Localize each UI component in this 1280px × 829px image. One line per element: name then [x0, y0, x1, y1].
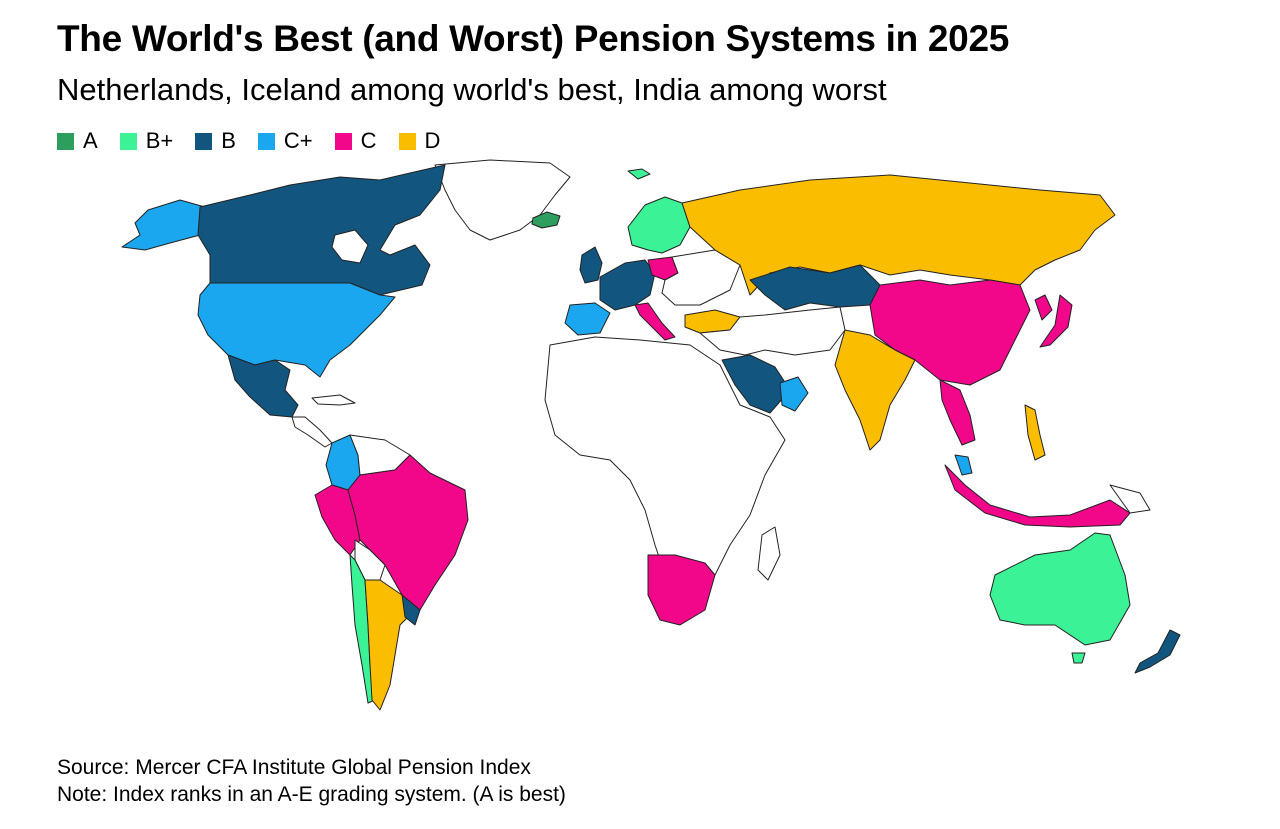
world-map — [121, 159, 1181, 711]
chart-subtitle: Netherlands, Iceland among world's best,… — [57, 72, 887, 107]
legend-label-a: A — [83, 128, 98, 153]
chart-title: The World's Best (and Worst) Pension Sys… — [57, 18, 1010, 59]
madagascar — [757, 526, 781, 581]
note-text: Note: Index ranks in an A-E grading syst… — [57, 783, 566, 806]
country-philippines — [1024, 404, 1046, 461]
legend-swatch-a — [57, 132, 74, 150]
country-brazil — [347, 454, 469, 611]
caribbean — [311, 394, 356, 406]
country-saudi-arabia — [721, 354, 791, 414]
country-usa — [197, 282, 396, 378]
central-america — [291, 416, 333, 448]
legend-swatch-c — [334, 132, 352, 150]
country-australia — [989, 532, 1131, 646]
country-argentina — [364, 579, 416, 711]
country-new-zealand — [1134, 629, 1181, 674]
legend-item-c: C — [334, 128, 377, 154]
footer: Source: Mercer CFA Institute Global Pens… — [57, 754, 566, 808]
country-indonesia — [944, 464, 1131, 528]
country-tasmania — [1071, 652, 1086, 664]
legend-label-c: C — [360, 128, 377, 153]
africa — [544, 336, 786, 591]
legend-item-a: A — [57, 128, 98, 154]
legend-swatch-b — [195, 132, 213, 150]
legend-label-b-plus: B+ — [145, 128, 174, 153]
country-western-europe — [599, 259, 656, 311]
country-malaysia — [954, 454, 973, 476]
country-oman-uae — [779, 376, 809, 412]
legend-item-d: D — [398, 128, 441, 154]
country-spain — [564, 302, 611, 336]
country-scandinavia — [627, 196, 691, 254]
country-uk — [579, 246, 603, 284]
greenland — [434, 159, 571, 241]
svalbard — [627, 168, 651, 180]
legend-swatch-c-plus — [257, 132, 275, 150]
country-se-asia — [939, 379, 976, 446]
legend: A B+ B C+ C D — [57, 128, 462, 154]
country-iceland — [531, 211, 561, 229]
hudson-bay — [331, 229, 369, 264]
legend-item-b-plus: B+ — [119, 128, 174, 154]
source-text: Source: Mercer CFA Institute Global Pens… — [57, 756, 531, 779]
legend-label-d: D — [424, 128, 441, 153]
country-alaska-usa — [121, 199, 206, 251]
country-japan — [1039, 294, 1073, 348]
legend-label-b: B — [221, 128, 236, 153]
country-canada — [197, 164, 446, 296]
country-india — [834, 329, 916, 451]
country-russia — [681, 174, 1116, 296]
papua — [1109, 484, 1151, 514]
legend-swatch-d — [398, 132, 416, 150]
legend-label-c-plus: C+ — [283, 128, 313, 153]
legend-item-b: B — [195, 128, 236, 154]
country-korea — [1034, 294, 1053, 321]
legend-item-c-plus: C+ — [257, 128, 313, 154]
country-italy — [634, 302, 676, 341]
country-south-africa — [647, 554, 716, 626]
legend-swatch-b-plus — [119, 132, 137, 150]
country-uruguay — [401, 594, 421, 626]
country-mexico — [227, 354, 299, 418]
